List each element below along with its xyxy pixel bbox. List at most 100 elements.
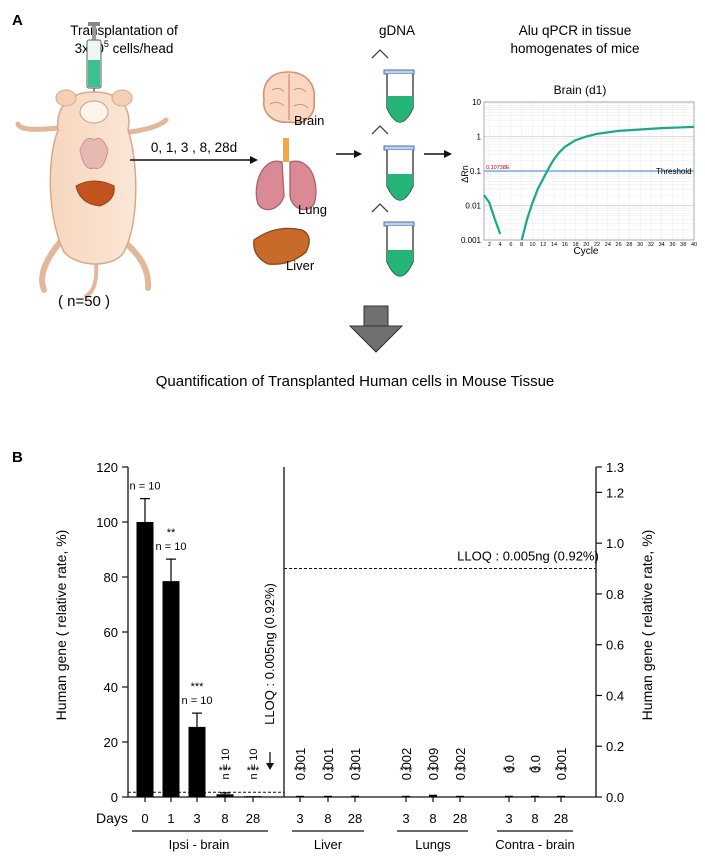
panel-b-label: B [12,449,23,466]
qpcr-x-tick-label: 8 [520,242,523,248]
qpcr-x-tick-label: 6 [509,242,512,248]
group-label: Lungs [415,837,451,852]
bar [216,794,234,797]
x-tick-label: 0 [141,811,148,826]
qpcr-x-tick-label: 4 [499,242,502,248]
qpcr-x-tick-label: 26 [616,242,622,248]
value-label: 0.001 [554,748,569,781]
x-tick-label: 1 [167,811,174,826]
qpcr-threshold-value: 0.10738E [486,165,510,171]
x-tick-label: 28 [554,811,568,826]
x-tick-label: 28 [246,811,260,826]
y-tick-label-right: 0.2 [606,739,624,754]
x-tick-label: 3 [296,811,303,826]
qpcr-x-tick-label: 2 [488,242,491,248]
qpcr-x-label: Cycle [573,246,598,257]
qpcr-x-tick-label: 14 [551,242,557,248]
y-tick-label-right: 0.4 [606,688,624,703]
tube-icon [371,125,415,201]
significance-label: *** [247,765,261,777]
qpcr-title-line1: Alu qPCR in tissue [519,23,632,38]
qpcr-y-tick-label: 0.01 [465,202,481,211]
y-tick-label-right: 0.0 [606,790,624,805]
qpcr-x-tick-label: 20 [583,242,589,248]
y-tick-label-right: 1.3 [606,460,624,475]
organ-label-liver: Liver [286,258,315,273]
transplant-title-line1: Transplantation of [70,23,178,38]
lung-icon [255,138,317,211]
qpcr-y-label: ΔRn [460,165,470,183]
value-label: 0.009 [426,748,441,781]
qpcr-x-tick-label: 32 [648,242,654,248]
bar [296,795,304,797]
bar [402,795,410,797]
significance-label: *** [427,765,441,777]
bar [351,795,359,797]
x-tick-label: 28 [453,811,467,826]
value-label: 0.002 [453,748,468,781]
x-tick-label: 8 [324,811,331,826]
value-label: 0.001 [293,748,308,781]
n-label: n = 10 [248,749,260,780]
qpcr-x-tick-label: 40 [691,242,697,248]
n-label: n = 10 [156,541,187,553]
value-label: 0.001 [348,748,363,781]
gdna-title: gDNA [379,23,415,38]
y-axis-label-right: Human gene ( relative rate, %) [639,530,655,721]
bar [324,795,332,797]
bar-chart: 0204060801001200.00.20.40.60.81.01.21.3 … [96,460,624,852]
n-label: n = 10 [130,481,161,493]
qpcr-x-tick-label: 12 [540,242,546,248]
y-axis-label-left: Human gene ( relative rate, %) [53,530,69,721]
x-tick-label: 3 [402,811,409,826]
bar [244,796,262,797]
x-tick-label: 8 [221,811,228,826]
syringe-icon [86,22,102,108]
y-tick-label-left: 120 [96,460,118,475]
timepoints-label: 0, 1, 3 , 8, 28d [151,140,237,155]
qpcr-x-tick-label: 36 [669,242,675,248]
gdna-arrowhead [354,150,362,158]
significance-label: *** [219,765,233,777]
down-arrow-icon [348,305,404,353]
panel-a-label: A [12,12,23,29]
significance-label: *** [294,765,308,777]
y-tick-label-left: 40 [104,680,118,695]
brain-icon [262,71,315,124]
significance-label: ** [167,527,176,539]
liver-icon [253,227,310,265]
y-tick-label-left: 100 [96,515,118,530]
x-tick-label: 3 [505,811,512,826]
qpcr-x-tick-label: 28 [626,242,632,248]
bar [188,726,206,797]
lloq-label-right: LLOQ : 0.005ng (0.92%) [457,549,599,564]
n-label: n = 10 [182,695,213,707]
significance-label: *** [529,765,543,777]
qpcr-y-tick-label: 0.1 [470,167,482,176]
qpcr-threshold-label: Threshold [656,167,692,176]
significance-label: *** [555,765,569,777]
tube-icon [371,49,415,123]
x-tick-label: 8 [531,811,538,826]
group-label: Liver [314,837,343,852]
significance-label: *** [454,765,468,777]
qpcr-x-tick-label: 24 [605,242,611,248]
n-label: n = 10 [220,749,232,780]
qpcr-y-tick-label: 0.001 [461,236,482,245]
organ-label-lung: Lung [298,202,327,217]
qpcr-title-line2: homogenates of mice [510,41,639,56]
qpcr-y-tick-label: 1 [477,133,482,142]
significance-label: *** [349,765,363,777]
y-tick-label-right: 0.6 [606,638,624,653]
significance-label: *** [322,765,336,777]
group-label: Ipsi - brain [169,837,230,852]
bar [557,795,565,797]
qpcr-x-tick-label: 22 [594,242,600,248]
y-tick-label-right: 0.8 [606,587,624,602]
group-label: Contra - brain [495,837,574,852]
y-tick-label-left: 20 [104,735,118,750]
mouse-illustration [15,89,169,298]
qpcr-x-tick-label: 10 [529,242,535,248]
value-label: 0.001 [321,748,336,781]
